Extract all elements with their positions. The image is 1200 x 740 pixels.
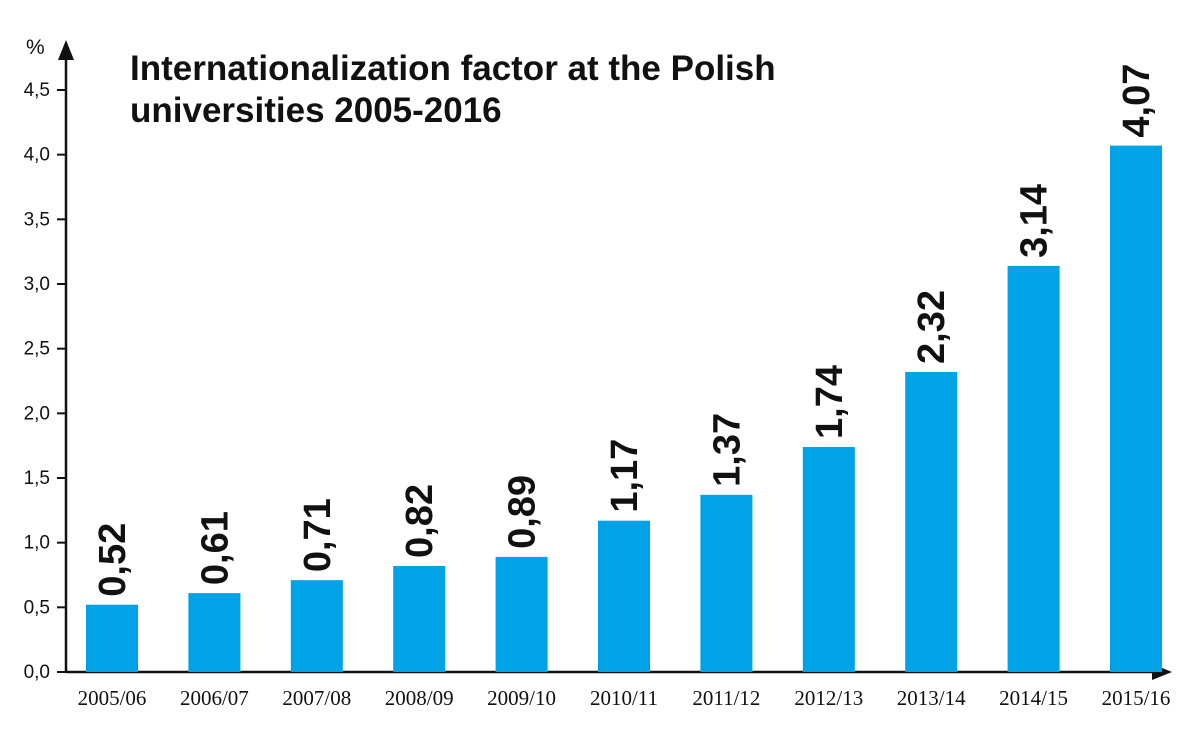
x-tick-label: 2006/07	[180, 686, 249, 710]
y-ticks-group: 0,0 0,5 1,0 1,5 2,0 2,5 3,0 3,5 4,0 4,5	[24, 80, 66, 683]
bar-2010-11	[598, 520, 650, 672]
y-tick-label: 0,5	[24, 597, 50, 618]
data-label: 0,61	[194, 511, 236, 585]
x-ticks-group: 2005/06 2006/07 2007/08 2008/09 2009/10 2010/…	[78, 686, 1171, 710]
data-label: 4,07	[1116, 64, 1158, 138]
x-tick-label: 2007/08	[282, 686, 351, 710]
x-tick-label: 2010/11	[590, 686, 658, 710]
y-tick-label: 2,5	[24, 339, 50, 360]
data-label: 0,82	[399, 484, 441, 558]
x-tick-label: 2013/14	[897, 686, 966, 710]
data-label: 1,37	[706, 413, 748, 487]
y-tick-label: 2,0	[24, 403, 50, 424]
bar-2015-16	[1110, 145, 1162, 672]
x-tick-label: 2015/16	[1102, 686, 1171, 710]
bars-group	[86, 145, 1162, 672]
y-tick-label: 4,5	[24, 80, 50, 101]
data-label: 1,17	[604, 439, 646, 513]
x-tick-label: 2009/10	[487, 686, 556, 710]
x-tick-label: 2014/15	[999, 686, 1068, 710]
bar-2012-13	[802, 446, 855, 672]
x-tick-label: 2011/12	[692, 686, 760, 710]
data-label: 0,89	[502, 475, 544, 549]
bar-2008-09	[393, 565, 446, 672]
x-tick-label: 2008/09	[385, 686, 454, 710]
bar-2006-07	[188, 593, 241, 672]
y-tick-label: 3,0	[24, 274, 50, 295]
data-label: 1,74	[809, 365, 851, 439]
y-tick-label: 1,0	[24, 533, 50, 554]
chart-title-line-1: Internationalization factor at the Polis…	[130, 49, 776, 88]
x-tick-label: 2012/13	[794, 686, 863, 710]
bar-2005-06	[86, 604, 138, 672]
data-label: 3,14	[1014, 184, 1056, 258]
data-label: 2,32	[911, 290, 953, 364]
bar-2007-08	[290, 580, 343, 672]
x-tick-label: 2005/06	[78, 686, 147, 710]
bar-2009-10	[495, 556, 548, 672]
y-axis-arrow	[58, 40, 74, 60]
chart-title-line-2: universities 2005-2016	[130, 91, 502, 130]
data-label: 0,52	[92, 523, 134, 597]
bar-2014-15	[1007, 265, 1060, 672]
bar-2013-14	[905, 371, 958, 672]
y-tick-label: 4,0	[24, 145, 50, 166]
y-axis-unit-label: %	[26, 36, 45, 59]
y-tick-label: 0,0	[24, 662, 50, 683]
y-tick-label: 3,5	[24, 209, 50, 230]
bar-2011-12	[700, 494, 753, 672]
data-label: 0,71	[297, 498, 339, 572]
data-labels-group: 0,52 0,61 0,71 0,82 0,89 1,17 1,37 1,74 2,32 3,14…	[92, 64, 1158, 597]
y-tick-label: 1,5	[24, 468, 50, 489]
